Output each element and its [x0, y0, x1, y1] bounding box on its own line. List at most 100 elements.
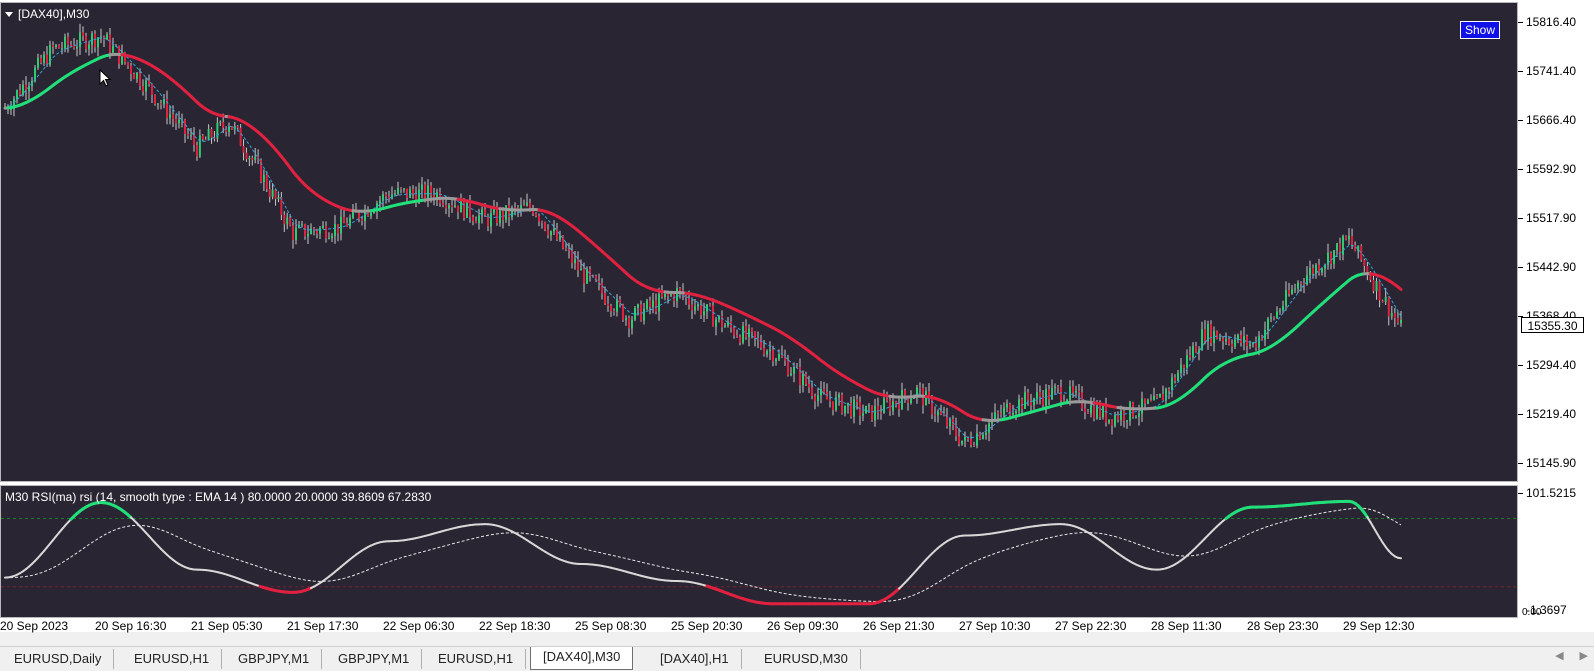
candle-body [1087, 412, 1089, 414]
candle-body [343, 217, 345, 223]
price-axis[interactable]: 15816.40 15741.40 15666.40 15592.90 1551… [1518, 0, 1594, 632]
price-tick [1518, 22, 1523, 23]
scroll-right-icon[interactable]: ▶ [1580, 650, 1588, 662]
candle-body [187, 134, 189, 135]
candle-body [829, 399, 831, 401]
time-label: 21 Sep 17:30 [287, 619, 358, 633]
candle-body [331, 236, 333, 238]
candle-body [322, 226, 324, 228]
chart-symbol-title[interactable]: [DAX40],M30 [5, 7, 89, 21]
candle-body [676, 288, 678, 301]
time-label: 27 Sep 22:30 [1055, 619, 1126, 633]
candle-body [667, 294, 669, 296]
candle-body [940, 411, 942, 414]
candle-body [1270, 317, 1272, 318]
candle-body [412, 189, 414, 193]
candle-body [1382, 301, 1384, 302]
candle-body [685, 296, 687, 297]
candle-body [1243, 336, 1245, 343]
tab-eurusd-m30[interactable]: EURUSD,M30 [752, 649, 861, 669]
candle-body [778, 354, 780, 359]
candle-body [370, 213, 372, 216]
tab-dax40-h1[interactable]: [DAX40],H1 [648, 649, 742, 669]
candle-body [1276, 312, 1278, 318]
price-chart-pane[interactable]: [DAX40],M30 Show [0, 2, 1518, 482]
tab-eurusd-h1[interactable]: EURUSD,H1 [426, 649, 526, 669]
candle-body [1000, 413, 1002, 414]
candle-body [973, 445, 975, 446]
rsi-axis-overlay-label: 0.00 [1522, 607, 1541, 618]
candle-body [148, 80, 150, 84]
candle-body [292, 226, 294, 241]
candle-body [1111, 419, 1113, 425]
candle-body [1237, 335, 1239, 340]
candle-body [97, 38, 99, 47]
candle-body [1231, 344, 1233, 347]
candle-body [739, 337, 741, 343]
candle-body [586, 269, 588, 284]
time-label: 27 Sep 10:30 [959, 619, 1030, 633]
tab-eurusd-daily[interactable]: EURUSD,Daily [2, 649, 114, 669]
candle-body [277, 197, 279, 199]
candle-body [1204, 329, 1206, 341]
candle-body [199, 136, 201, 157]
rsi-indicator-pane[interactable]: M30 RSI(ma) rsi (14, smooth type : EMA 1… [0, 485, 1518, 618]
candle-body [547, 230, 549, 236]
candle-body [1351, 236, 1353, 245]
price-label: 15517.90 [1526, 211, 1576, 225]
candle-body [1036, 392, 1038, 399]
time-axis[interactable]: 20 Sep 2023 20 Sep 16:30 21 Sep 05:30 21… [0, 618, 1518, 632]
chevron-down-icon[interactable] [5, 12, 13, 17]
candle-body [1345, 236, 1347, 239]
price-label: 15666.40 [1526, 113, 1576, 127]
candle-body [394, 194, 396, 195]
candle-body [82, 32, 84, 36]
time-label: 22 Sep 06:30 [383, 619, 454, 633]
tab-dax40-m30[interactable]: [DAX40],M30 [530, 647, 633, 670]
tab-eurusd-h1[interactable]: EURUSD,H1 [122, 649, 222, 669]
show-button[interactable]: Show [1460, 21, 1500, 39]
candle-body [553, 229, 555, 231]
candle-body [769, 350, 771, 352]
candle-body [382, 194, 384, 200]
candle-body [1249, 344, 1251, 346]
candle-body [487, 217, 489, 227]
candle-body [1267, 319, 1269, 330]
candle-body [46, 55, 48, 65]
candle-body [1033, 399, 1035, 406]
candle-body [529, 203, 531, 208]
candle-body [19, 90, 21, 95]
candle-body [1099, 405, 1101, 417]
candle-body [337, 224, 339, 234]
candle-body [568, 249, 570, 250]
candle-body [16, 90, 18, 99]
candle-body [1294, 289, 1296, 290]
candle-body [793, 367, 795, 374]
candle-body [1312, 268, 1314, 274]
candle-body [67, 37, 69, 45]
candle-body [1153, 396, 1155, 401]
scroll-left-icon[interactable]: ◀ [1555, 650, 1563, 662]
tab-gbpjpy-m1[interactable]: GBPJPY,M1 [226, 649, 322, 669]
candle-body [709, 304, 711, 305]
candle-body [245, 153, 247, 160]
candle-body [1376, 281, 1378, 291]
candle-body [478, 215, 480, 223]
candle-body [55, 45, 57, 47]
candle-body [538, 216, 540, 222]
candle-body [1168, 389, 1170, 391]
chart-area[interactable]: [DAX40],M30 Show M30 RSI(ma) rsi (14, sm… [0, 0, 1594, 632]
candle-body [1228, 339, 1230, 344]
candle-body [1174, 377, 1176, 380]
current-price-label: 15355.30 [1521, 317, 1584, 333]
candle-body [670, 294, 672, 295]
candle-body [130, 66, 132, 74]
candle-body [1258, 336, 1260, 347]
tab-gbpjpy-m1[interactable]: GBPJPY,M1 [326, 649, 422, 669]
candle-body [496, 208, 498, 223]
candle-body [733, 328, 735, 336]
candle-body [178, 120, 180, 124]
candle-body [451, 205, 453, 207]
rsi-indicator-label: M30 RSI(ma) rsi (14, smooth type : EMA 1… [5, 490, 431, 504]
candle-body [742, 326, 744, 343]
